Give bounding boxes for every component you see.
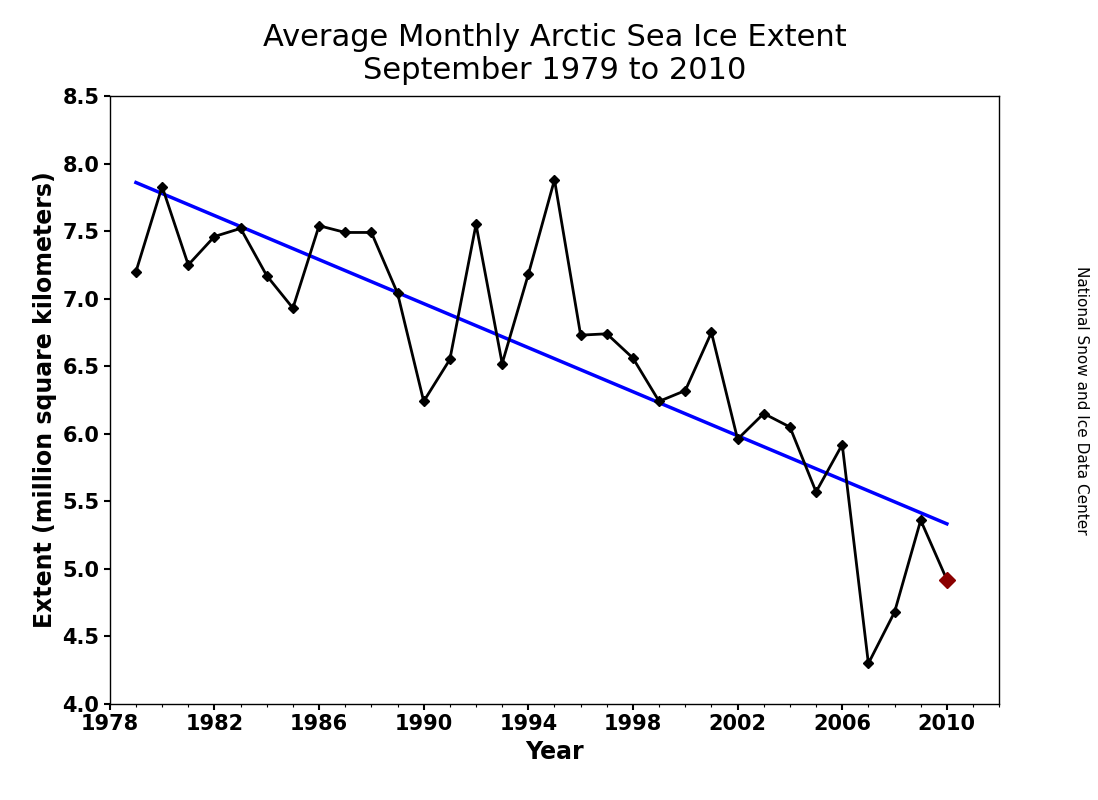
Title: Average Monthly Arctic Sea Ice Extent
September 1979 to 2010: Average Monthly Arctic Sea Ice Extent Se… [262,22,847,86]
Text: National Snow and Ice Data Center: National Snow and Ice Data Center [1074,266,1089,534]
X-axis label: Year: Year [525,740,584,764]
Y-axis label: Extent (million square kilometers): Extent (million square kilometers) [33,172,57,628]
